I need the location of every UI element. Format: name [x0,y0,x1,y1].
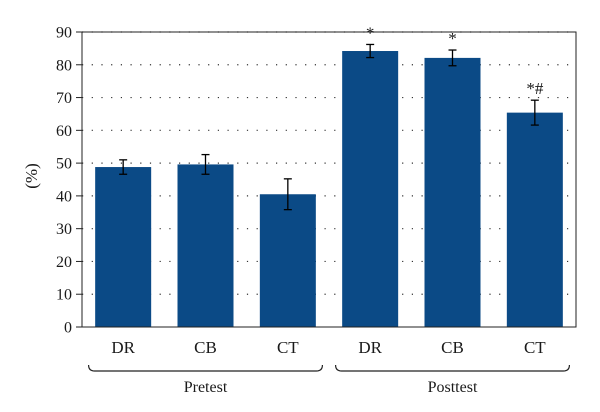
group-label: Pretest [184,379,228,396]
x-category-label: CB [441,338,464,357]
significance-marker: * [366,23,375,42]
significance-annotations: * * *# [366,23,544,98]
x-category-label: CB [194,338,217,357]
bar [177,164,234,327]
y-tick-label: 40 [56,188,72,205]
y-tick-label: 70 [56,90,72,107]
y-tick-label: 80 [56,57,72,74]
group-bracket [87,364,324,372]
bar [259,194,316,327]
error-bars [119,43,539,211]
y-tick-label: 10 [56,287,72,304]
bar [95,167,152,327]
bar [342,51,399,328]
x-category-label: CT [277,338,299,357]
significance-marker: *# [526,79,544,98]
bar [424,57,481,328]
axes [76,31,577,328]
bar [506,112,563,327]
x-category-label: DR [358,338,382,357]
y-tick-label: 60 [56,123,72,140]
y-tick-label: 90 [56,25,72,42]
plot-frame [81,31,577,328]
x-category-label: CT [524,338,546,357]
bars [95,51,563,328]
y-tick-label: 50 [56,156,72,173]
group-label: Posttest [428,379,478,396]
gridlines [82,31,576,295]
y-axis-label: (%) [22,163,41,188]
group-bracket [334,364,571,372]
x-category-label: DR [111,338,135,357]
x-category-labels: DR CB CT DR CB CT [111,338,546,357]
y-tick-label: 20 [56,254,72,271]
y-tick-label: 0 [64,320,72,337]
y-tick-label: 30 [56,221,72,238]
group-brackets: Pretest Posttest [87,364,571,396]
y-tick-labels: 0 10 20 30 40 50 60 70 80 90 [56,25,72,337]
significance-marker: * [448,29,457,48]
